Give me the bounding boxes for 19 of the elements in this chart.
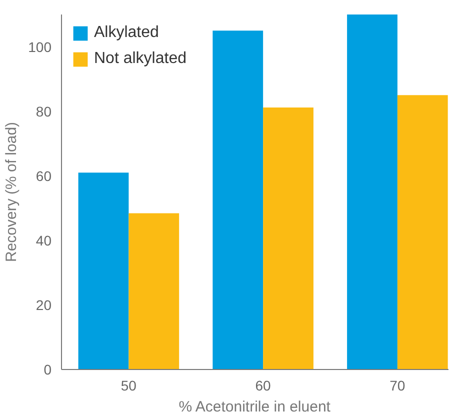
y-axis-title: Recovery (% of load) (3, 122, 20, 262)
legend-label: Alkylated (94, 24, 159, 42)
bar (212, 30, 264, 370)
y-tick-label: 80 (36, 103, 52, 120)
x-axis-title: % Acetonitrile in eluent (178, 398, 332, 416)
x-tick-label: 60 (255, 378, 272, 394)
bar (78, 172, 129, 370)
y-tick-label: 20 (36, 296, 52, 313)
y-tick-label: 60 (36, 168, 52, 184)
y-tick-label: 40 (36, 232, 52, 248)
bar (397, 95, 448, 370)
x-tick-label: 50 (120, 378, 137, 394)
bar (128, 213, 180, 370)
y-tick-label: 100 (28, 38, 52, 55)
bar (347, 14, 398, 370)
y-tick-label: 0 (44, 362, 52, 378)
legend-label: Not alkylated (94, 50, 186, 68)
x-tick-label: 70 (390, 378, 406, 394)
bar (263, 107, 314, 370)
